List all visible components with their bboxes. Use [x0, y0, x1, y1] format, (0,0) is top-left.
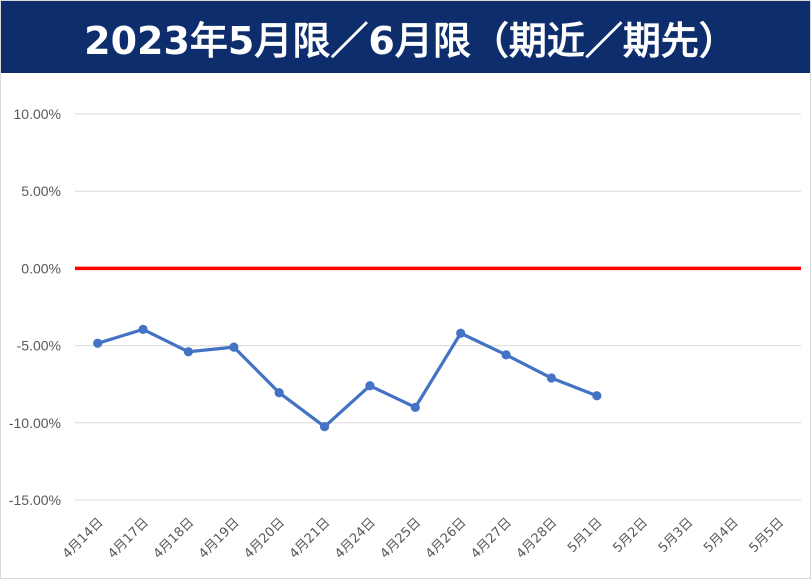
x-tick-label: 4月17日	[105, 515, 152, 562]
x-tick-label: 5月4日	[701, 515, 742, 556]
data-point	[183, 347, 194, 357]
x-tick-label: 4月26日	[423, 515, 470, 562]
x-tick-label: 5月5日	[746, 515, 787, 556]
x-tick-label: 4月27日	[468, 515, 515, 562]
y-tick-label: 5.00%	[21, 183, 61, 199]
x-tick-label: 4月18日	[151, 515, 198, 562]
y-tick-label: 0.00%	[21, 260, 61, 276]
data-point	[592, 391, 602, 401]
data-point	[365, 381, 375, 391]
x-tick-label: 4月21日	[287, 515, 334, 562]
x-tick-label: 5月1日	[565, 515, 606, 556]
data-point	[319, 422, 330, 432]
data-point	[93, 338, 103, 348]
data-point	[546, 373, 557, 383]
y-tick-label: -5.00%	[17, 338, 61, 354]
data-point	[410, 402, 420, 412]
x-tick-label: 4月20日	[241, 515, 288, 562]
data-point	[138, 324, 148, 334]
x-tick-label: 4月14日	[60, 515, 107, 562]
y-tick-label: -15.00%	[9, 492, 61, 508]
x-tick-label: 4月19日	[196, 515, 243, 562]
data-point	[274, 388, 284, 398]
x-tick-label: 4月24日	[332, 515, 379, 562]
data-point	[229, 342, 239, 352]
x-tick-label: 4月28日	[514, 515, 561, 562]
data-point	[501, 350, 511, 360]
x-tick-label: 5月3日	[656, 515, 697, 556]
title-bar: 2023年5月限／6月限（期近／期先）	[1, 1, 810, 73]
data-point	[456, 328, 466, 338]
x-tick-label: 5月2日	[610, 515, 651, 556]
x-tick-label: 4月25日	[378, 515, 425, 562]
y-tick-label: 10.00%	[14, 106, 61, 122]
chart-title: 2023年5月限／6月限（期近／期先）	[84, 18, 737, 63]
y-tick-label: -10.00%	[9, 415, 61, 431]
series-line	[97, 327, 598, 429]
